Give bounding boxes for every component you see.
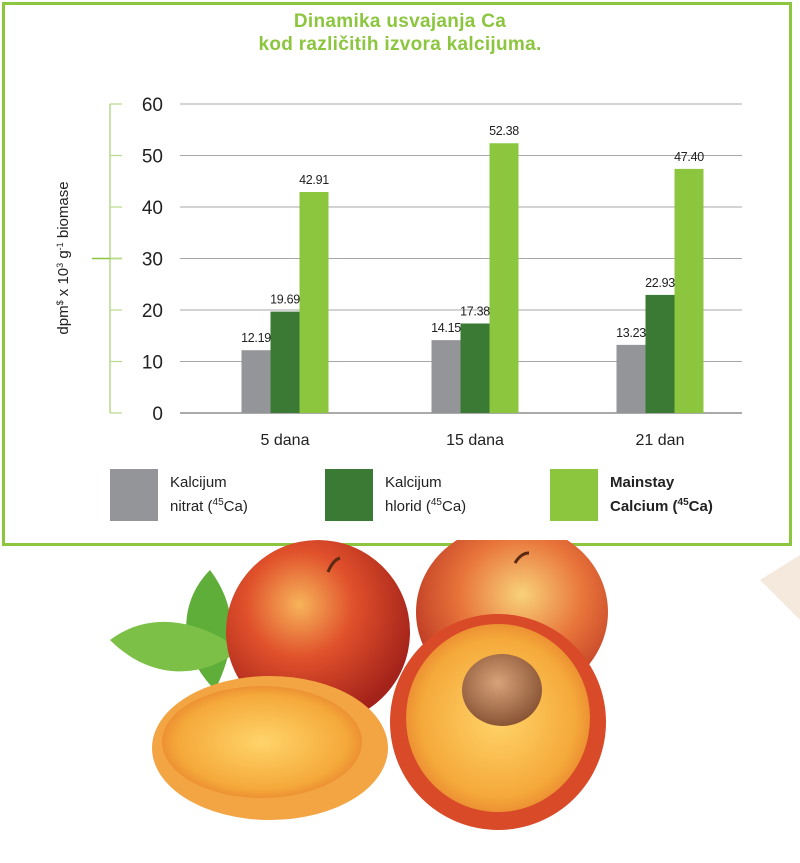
y-tick-label: 30 xyxy=(142,250,163,271)
y-tick-label: 10 xyxy=(142,353,163,374)
data-label: 13.23 xyxy=(616,326,646,340)
bar xyxy=(270,311,300,413)
bar xyxy=(431,340,461,413)
legend-item-nitrat: Kalcijum nitrat (45Ca) xyxy=(110,467,248,523)
peaches-illustration xyxy=(110,540,800,830)
legend-swatch-mainstay xyxy=(550,469,598,521)
bar xyxy=(489,143,519,414)
y-tick-label: 0 xyxy=(152,404,163,425)
legend-label-nitrat: Kalcijum nitrat (45Ca) xyxy=(170,474,248,515)
data-label: 19.69 xyxy=(270,293,300,307)
data-label: 52.38 xyxy=(489,124,519,138)
legend-swatch-hlorid xyxy=(325,469,373,521)
x-tick-label: 5 dana xyxy=(261,432,310,449)
data-labels: 12.19 19.69 42.91 14.15 17.38 52.38 13.23 22.93… xyxy=(241,124,704,345)
y-tick-label: 40 xyxy=(142,198,163,219)
legend-label-hlorid: Kalcijum hlorid (45Ca) xyxy=(385,474,467,515)
data-label: 42.91 xyxy=(299,173,329,187)
data-label: 47.40 xyxy=(674,150,704,164)
x-axis-labels: 5 dana 15 dana 21 dan xyxy=(261,432,685,449)
leaf-shape xyxy=(110,621,240,672)
bar xyxy=(674,168,704,413)
bar-chart: 0 10 20 30 40 50 60 12.19 19.69 42.91 14.15 17.38 5… xyxy=(55,95,742,449)
data-label: 22.93 xyxy=(645,276,675,290)
bars xyxy=(241,143,704,414)
data-label: 14.15 xyxy=(431,321,461,335)
legend-label-mainstay: Mainstay Calcium (45Ca) xyxy=(610,474,713,515)
chart-title: Dinamika usvajanja Ca kod različitih izv… xyxy=(0,10,800,56)
bar xyxy=(616,344,646,413)
x-tick-label: 15 dana xyxy=(446,432,504,449)
chart-frame xyxy=(2,2,792,546)
pit-shape xyxy=(462,654,542,726)
data-label: 12.19 xyxy=(241,331,271,345)
y-tick-label: 20 xyxy=(142,301,163,322)
bar xyxy=(241,350,271,413)
y-axis-label: dpm$ x 103 g-1 biomase xyxy=(55,181,72,334)
data-label: 17.38 xyxy=(460,304,490,318)
legend-swatch-nitrat xyxy=(110,469,158,521)
y-axis: 0 10 20 30 40 50 60 xyxy=(92,95,163,425)
bar xyxy=(460,323,490,413)
y-tick-label: 50 xyxy=(142,147,163,168)
title-line-2: kod različitih izvora kalcijuma. xyxy=(258,34,542,55)
title-line-1: Dinamika usvajanja Ca xyxy=(293,11,507,32)
bar xyxy=(645,294,675,413)
legend-item-mainstay: Mainstay Calcium (45Ca) xyxy=(550,467,713,523)
y-tick-label: 60 xyxy=(142,95,163,116)
legend-item-hlorid: Kalcijum hlorid (45Ca) xyxy=(325,467,466,523)
bar xyxy=(299,192,329,413)
x-tick-label: 21 dan xyxy=(636,432,685,449)
